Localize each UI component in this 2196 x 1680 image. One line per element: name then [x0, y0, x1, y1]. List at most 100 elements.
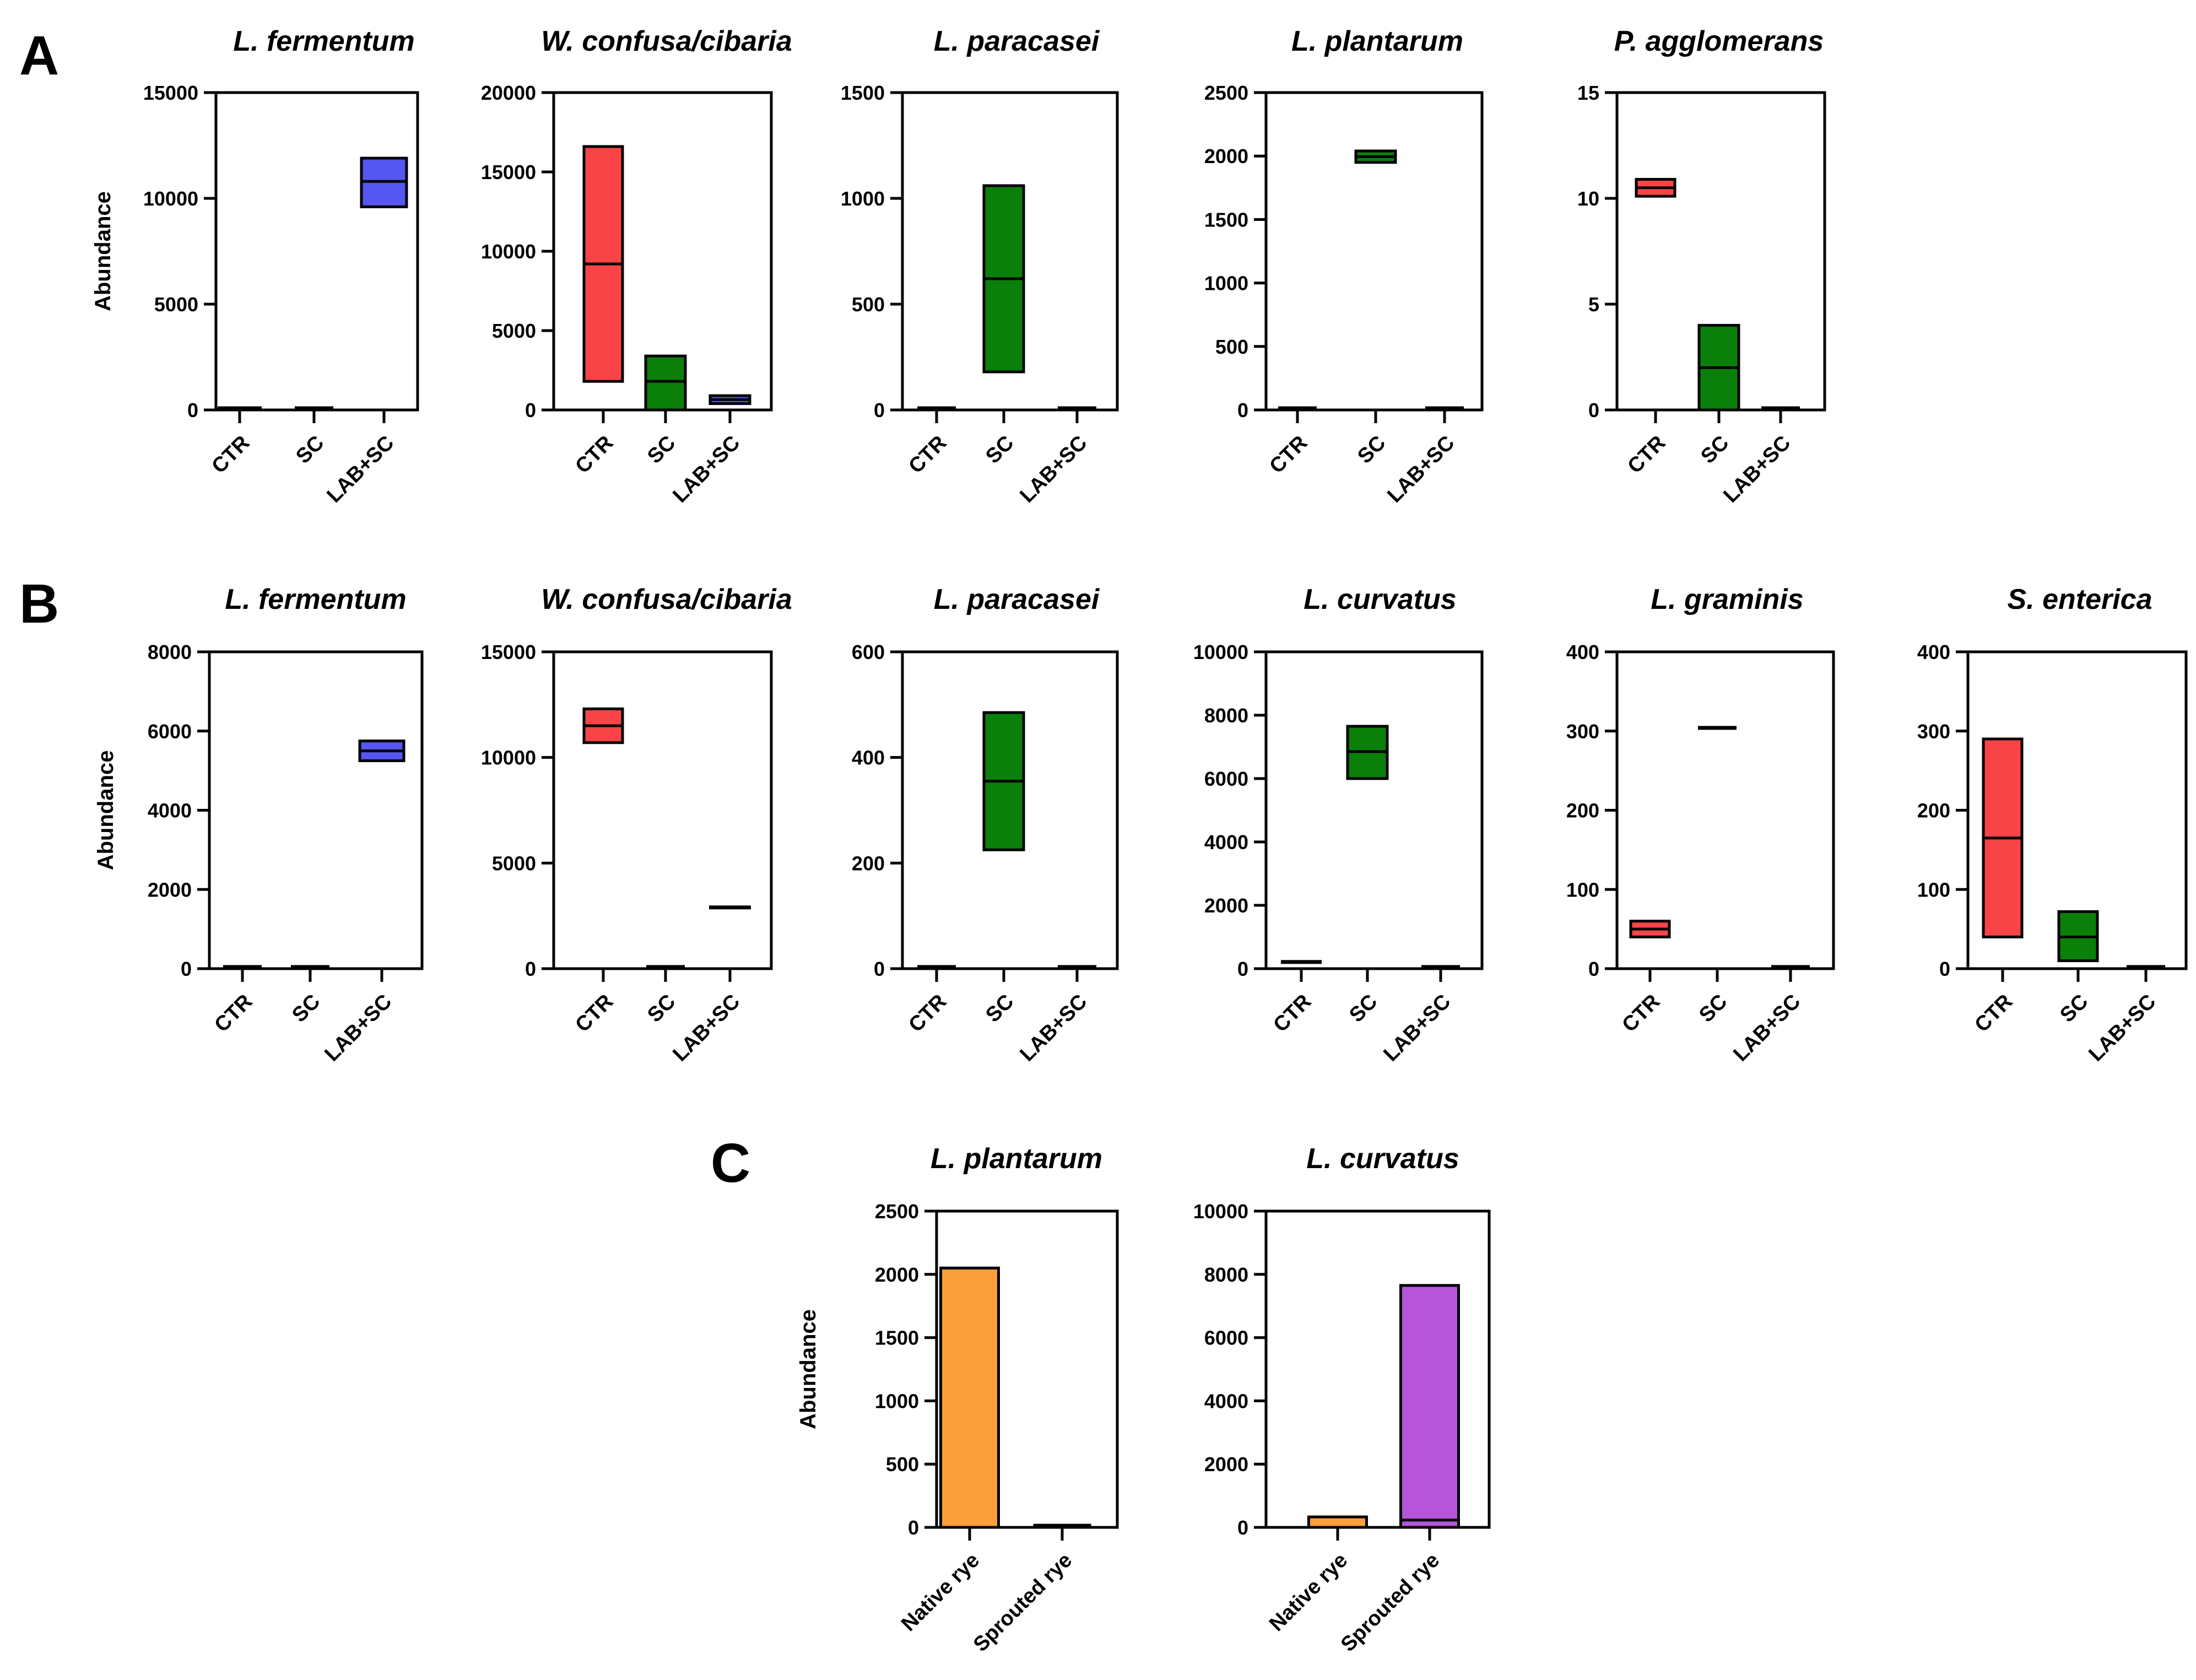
- chart-title: L. fermentum: [233, 25, 414, 57]
- y-tick-label: 0: [1939, 958, 1950, 980]
- y-tick-label: 15000: [481, 641, 536, 663]
- x-tick-label: LAB+SC: [668, 990, 744, 1066]
- panel-label-a: A: [19, 25, 59, 87]
- chart-title: L. curvatus: [1306, 1143, 1459, 1175]
- y-tick-label: 1500: [875, 1327, 919, 1349]
- y-tick-label: 200: [1566, 800, 1599, 822]
- chart-title: L. graminis: [1651, 584, 1803, 615]
- x-tick-label: SC: [643, 990, 680, 1027]
- x-tick-label: Sprouted rye: [969, 1549, 1077, 1656]
- y-tick-label: 200: [1917, 800, 1950, 822]
- x-tick-label: LAB+SC: [1379, 990, 1455, 1066]
- y-tick-label: 300: [1917, 720, 1950, 743]
- x-tick-label: CTR: [571, 990, 618, 1037]
- y-tick-label: 100: [1566, 878, 1599, 901]
- y-tick-label: 10: [1577, 187, 1599, 210]
- y-tick-label: 4000: [1204, 831, 1248, 853]
- y-axis-title: Abundance: [91, 191, 115, 311]
- y-tick-label: 4000: [148, 800, 192, 822]
- chart-title: L. paracasei: [934, 584, 1100, 615]
- x-tick-label: LAB+SC: [320, 990, 396, 1066]
- y-tick-label: 0: [525, 958, 536, 980]
- plot-frame: [1264, 650, 1484, 970]
- y-tick-label: 0: [874, 958, 885, 980]
- x-tick-label: CTR: [571, 431, 618, 478]
- y-tick-label: 6000: [148, 720, 192, 743]
- y-axis-title: Abundance: [796, 1309, 820, 1429]
- y-tick-label: 0: [1588, 399, 1599, 422]
- plot-frame: [901, 650, 1119, 970]
- y-tick-label: 1000: [1204, 272, 1248, 295]
- plot-frame: [901, 91, 1119, 412]
- bar-sprouted-rye: [1399, 1284, 1460, 1529]
- x-tick-label: CTR: [1269, 990, 1316, 1037]
- x-tick-label: LAB+SC: [1015, 431, 1091, 507]
- y-tick-label: 0: [525, 399, 536, 422]
- chart-title: P. agglomerans: [1614, 25, 1824, 57]
- y-tick-label: 8000: [1204, 704, 1248, 727]
- plot-frame: [208, 650, 424, 970]
- y-tick-label: 5000: [492, 852, 536, 874]
- x-tick-label: Native rye: [1265, 1549, 1352, 1636]
- y-tick-label: 10000: [481, 747, 536, 769]
- y-tick-label: 2000: [1204, 145, 1248, 168]
- chart-title: L. curvatus: [1303, 584, 1456, 615]
- y-tick-label: 400: [852, 747, 885, 769]
- x-tick-label: LAB+SC: [1729, 990, 1805, 1066]
- chart-6: L. fermentum 0 2000 4000 6000 8000 CTR SCLAB+SC…: [94, 584, 424, 1066]
- y-tick-label: 8000: [148, 641, 192, 663]
- y-tick-label: 1000: [875, 1390, 919, 1412]
- plot-frame: [935, 1209, 1119, 1529]
- y-tick-label: 2000: [1204, 1453, 1248, 1476]
- y-tick-label: 10000: [481, 240, 536, 263]
- y-tick-label: 1500: [841, 82, 885, 104]
- x-tick-label: SC: [288, 990, 324, 1027]
- plot-frame: [214, 91, 419, 412]
- y-tick-label: 15000: [143, 82, 198, 104]
- plot-frame: [1264, 91, 1484, 412]
- y-tick-label: 300: [1566, 720, 1599, 743]
- y-tick-label: 600: [852, 641, 885, 663]
- y-tick-label: 100: [1917, 878, 1950, 901]
- chart-title: L. paracasei: [934, 25, 1100, 57]
- x-tick-label: Sprouted rye: [1337, 1549, 1444, 1656]
- y-tick-label: 2000: [148, 878, 192, 901]
- y-tick-label: 5000: [154, 293, 198, 316]
- x-tick-label: SC: [643, 431, 680, 468]
- y-tick-label: 2000: [875, 1263, 919, 1286]
- x-tick-label: LAB+SC: [668, 431, 744, 507]
- x-tick-label: Native rye: [897, 1549, 984, 1636]
- chart-12: L. plantarum 0 500 1000 1500 2000 2500 Native r…: [796, 1143, 1119, 1656]
- x-tick-label: CTR: [904, 431, 951, 478]
- x-tick-label: CTR: [904, 990, 951, 1037]
- x-tick-label: SC: [1696, 431, 1733, 468]
- y-tick-label: 0: [1237, 1516, 1248, 1539]
- y-tick-label: 0: [874, 399, 885, 422]
- y-tick-label: 4000: [1204, 1390, 1248, 1412]
- y-tick-label: 500: [1215, 336, 1248, 358]
- y-tick-label: 500: [886, 1453, 919, 1476]
- x-tick-label: SC: [1695, 990, 1732, 1027]
- chart-title: W. confusa/cibaria: [541, 584, 792, 615]
- x-tick-label: SC: [981, 990, 1018, 1027]
- x-tick-label: LAB+SC: [2084, 990, 2160, 1066]
- y-tick-label: 8000: [1204, 1263, 1248, 1286]
- chart-4: L. plantarum 0 500 1000 1500 2000 2500 CTR SCLAB…: [1204, 25, 1484, 507]
- y-tick-label: 0: [1588, 958, 1599, 980]
- y-axis-title: Abundance: [94, 750, 118, 871]
- plot-frame: [1615, 91, 1826, 412]
- chart-title: W. confusa/cibaria: [541, 25, 792, 57]
- x-tick-label: CTR: [207, 431, 254, 478]
- bar-sc: [644, 354, 687, 412]
- plot-frame: [552, 650, 773, 970]
- chart-13: L. curvatus 0 2000 4000 6000 8000 10000 Native …: [1193, 1143, 1491, 1656]
- chart-title: L. fermentum: [225, 584, 406, 615]
- y-tick-label: 5: [1588, 293, 1599, 316]
- chart-title: L. plantarum: [1291, 25, 1463, 57]
- y-tick-label: 5000: [492, 320, 536, 342]
- y-tick-label: 0: [1237, 399, 1248, 422]
